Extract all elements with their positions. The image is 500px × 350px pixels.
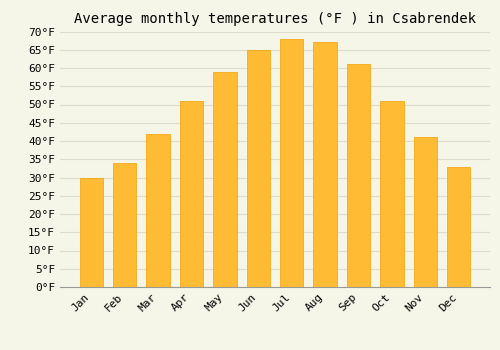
Bar [347, 64, 370, 287]
Bar [80, 177, 103, 287]
Bar [213, 72, 236, 287]
Bar [414, 137, 437, 287]
Bar [246, 50, 270, 287]
Bar [447, 167, 470, 287]
Bar [280, 39, 303, 287]
Bar [146, 134, 170, 287]
Bar [180, 101, 203, 287]
Bar [380, 101, 404, 287]
Title: Average monthly temperatures (°F ) in Csabrendek: Average monthly temperatures (°F ) in Cs… [74, 12, 476, 26]
Bar [113, 163, 136, 287]
Bar [314, 42, 337, 287]
